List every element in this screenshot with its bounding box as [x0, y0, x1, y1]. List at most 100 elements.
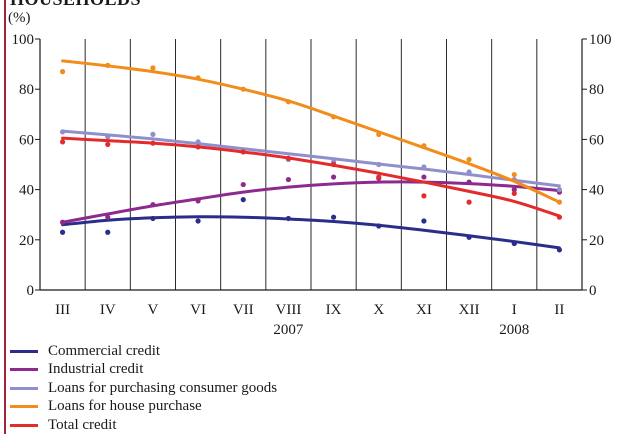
x-tick-label: XII — [459, 302, 480, 318]
legend-swatch — [10, 386, 38, 390]
industrial-credit-point — [511, 187, 517, 193]
x-tick-label: I — [512, 302, 517, 318]
right-y-tick-label: 0 — [589, 283, 597, 299]
loans-for-house-purchase-point — [195, 75, 201, 81]
legend-swatch — [10, 368, 38, 372]
total-credit-point — [150, 140, 156, 146]
commercial-credit-line — [61, 215, 561, 250]
x-tick-label: XI — [416, 302, 432, 318]
x-tick-label: IX — [326, 302, 342, 318]
x-tick-label: X — [373, 302, 384, 318]
chart-title: HOUSEHOLDS — [10, 0, 141, 10]
x-tick-label: VII — [233, 302, 254, 318]
legend-item: Commercial credit — [10, 342, 277, 361]
loans-for-purchasing-consumer-goods-point — [105, 134, 111, 140]
loans-for-house-purchase-point — [150, 65, 156, 71]
loans-for-purchasing-consumer-goods-line — [61, 129, 561, 188]
commercial-credit-point — [556, 247, 563, 253]
commercial-credit-point — [330, 214, 337, 220]
legend-item: Total credit — [10, 416, 277, 435]
legend-swatch — [10, 423, 38, 427]
x-tick-label: III — [55, 302, 70, 318]
total-credit-point — [376, 174, 382, 180]
year-label: 2007 — [273, 322, 304, 338]
loans-for-purchasing-consumer-goods-point — [150, 131, 156, 137]
loans-for-purchasing-consumer-goods-point — [466, 169, 472, 175]
legend-label: Industrial credit — [48, 361, 144, 378]
loans-for-purchasing-consumer-goods-point — [376, 161, 382, 168]
loans-for-house-purchase-point — [556, 199, 563, 205]
total-credit-point — [59, 139, 66, 145]
right-y-tick-label: 20 — [589, 233, 604, 249]
right-y-tick-label: 80 — [589, 82, 604, 98]
total-credit-point — [511, 190, 517, 196]
loans-for-house-purchase-point — [105, 62, 111, 68]
x-tick-label: IV — [100, 302, 116, 318]
legend-item: Loans for purchasing consumer goods — [10, 379, 277, 398]
commercial-credit-point — [150, 215, 156, 222]
loans-for-purchasing-consumer-goods-point — [59, 129, 66, 135]
left-y-tick-label: 0 — [27, 283, 35, 299]
legend-item: Industrial credit — [10, 361, 277, 380]
legend-label: Loans for purchasing consumer goods — [48, 379, 278, 396]
loans-for-purchasing-consumer-goods-point — [195, 139, 201, 145]
left-margin-rule — [4, 0, 6, 434]
right-y-tick-label: 60 — [589, 132, 604, 148]
total-credit-point — [285, 155, 292, 161]
commercial-credit-point — [376, 223, 382, 229]
commercial-credit-point — [466, 234, 472, 240]
commercial-credit-point — [240, 197, 246, 203]
industrial-credit-point — [105, 214, 111, 220]
industrial-credit-point — [195, 198, 201, 204]
legend-label: Loans for house purchase — [48, 398, 202, 415]
total-credit-point — [466, 199, 472, 205]
right-y-tick-label: 100 — [589, 32, 612, 48]
loans-for-house-purchase-point — [330, 114, 337, 120]
x-tick-label: V — [147, 302, 158, 318]
commercial-credit-point — [59, 229, 66, 235]
commercial-credit-point — [285, 215, 292, 222]
industrial-credit-point — [150, 202, 156, 208]
total-credit-point — [105, 141, 111, 148]
loans-for-house-purchase-point — [376, 131, 382, 137]
x-tick-label: VIII — [276, 302, 302, 318]
legend-item: Loans for house purchase — [10, 398, 277, 417]
loans-for-house-purchase-line — [61, 59, 561, 204]
left-y-tick-label: 20 — [19, 233, 34, 249]
total-credit-point — [240, 149, 246, 155]
loans-for-house-purchase-point — [511, 171, 517, 178]
x-tick-label: II — [554, 302, 564, 318]
commercial-credit-point — [511, 240, 517, 247]
industrial-credit-point — [421, 174, 427, 180]
legend-label: Commercial credit — [48, 342, 161, 359]
loans-for-purchasing-consumer-goods-point — [421, 164, 427, 170]
loans-for-purchasing-consumer-goods-point — [556, 187, 563, 193]
commercial-credit-point — [421, 218, 427, 224]
industrial-credit-point — [240, 181, 246, 188]
legend-swatch — [10, 349, 38, 353]
total-credit-point — [556, 214, 563, 220]
left-y-tick-label: 80 — [19, 82, 34, 98]
loans-for-house-purchase-point — [285, 99, 292, 105]
right-y-tick-label: 40 — [589, 183, 604, 199]
legend-swatch — [10, 405, 38, 409]
left-y-tick-label: 60 — [19, 132, 34, 148]
total-credit-point — [421, 193, 427, 199]
left-y-tick-label: 40 — [19, 183, 34, 199]
industrial-credit-line — [61, 180, 561, 224]
year-label: 2008 — [499, 322, 529, 338]
industrial-credit-point — [466, 179, 472, 185]
commercial-credit-point — [105, 229, 111, 235]
industrial-credit-point — [330, 174, 337, 180]
loans-for-house-purchase-point — [59, 69, 66, 75]
total-credit-point — [195, 144, 201, 150]
loans-for-house-purchase-point — [240, 86, 246, 92]
loans-for-house-purchase-point — [466, 156, 472, 163]
loans-for-house-purchase-point — [421, 143, 427, 149]
industrial-credit-point — [59, 219, 66, 225]
y-unit-label: (%) — [8, 10, 31, 26]
total-credit-point — [330, 161, 337, 168]
left-y-tick-label: 100 — [12, 32, 35, 48]
commercial-credit-point — [195, 218, 201, 224]
